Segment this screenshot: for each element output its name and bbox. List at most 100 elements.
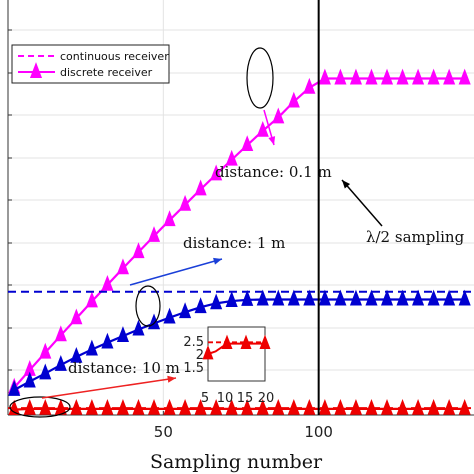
arrow-01 xyxy=(263,109,276,146)
data-point xyxy=(412,68,425,85)
data-point xyxy=(70,346,83,363)
series-2 xyxy=(8,398,474,415)
data-point xyxy=(365,398,378,415)
inset-y-tick-label: 2.5 xyxy=(183,335,204,350)
data-point xyxy=(272,289,285,306)
data-point xyxy=(39,342,52,359)
arrow-shaft xyxy=(341,179,383,227)
arrow-shaft xyxy=(129,258,223,286)
data-point xyxy=(116,326,129,343)
data-point xyxy=(241,398,254,415)
data-point xyxy=(443,68,456,85)
data-point xyxy=(427,68,440,85)
data-point xyxy=(85,291,98,308)
data-point xyxy=(318,398,331,415)
series-0 xyxy=(8,68,471,394)
inset-data-point xyxy=(221,334,233,349)
x-tick-label: 50 xyxy=(154,423,173,441)
data-point xyxy=(225,149,238,166)
x-tick-label: 100 xyxy=(304,423,333,441)
data-point xyxy=(163,210,176,227)
data-point xyxy=(287,289,300,306)
data-point xyxy=(256,398,269,415)
data-point xyxy=(318,289,331,306)
legend-label: discrete receiver xyxy=(60,66,153,79)
inset-x-tick-label: 5 xyxy=(201,391,209,406)
label-distance-1: distance: 1 m xyxy=(183,234,285,252)
data-point xyxy=(458,68,471,85)
data-point xyxy=(349,68,362,85)
x-tick-labels: 50 100 xyxy=(154,423,333,441)
data-point xyxy=(179,194,192,211)
label-lambda-sampling: λ/2 sampling xyxy=(366,228,465,246)
data-point xyxy=(194,398,207,415)
inset-x-tick-label: 15 xyxy=(237,391,254,406)
data-point xyxy=(458,398,471,415)
series-1 xyxy=(8,289,474,396)
data-point xyxy=(272,398,285,415)
data-point xyxy=(318,68,331,85)
data-point xyxy=(147,398,161,415)
plot-area xyxy=(8,68,474,415)
data-point xyxy=(179,398,192,415)
data-point xyxy=(101,274,114,291)
arrow-1 xyxy=(129,257,223,286)
arrow-lambda xyxy=(341,179,383,227)
inset-data-point xyxy=(202,345,214,360)
data-point xyxy=(427,289,440,306)
data-point xyxy=(380,289,394,306)
legend-label: continuous receiver xyxy=(60,50,169,63)
data-point xyxy=(427,398,440,415)
data-point xyxy=(163,307,176,324)
data-point xyxy=(116,258,129,275)
annotations: distance: 0.1 m distance: 1 m distance: 10… xyxy=(9,0,465,418)
data-point xyxy=(101,398,114,415)
data-point xyxy=(116,398,129,415)
label-distance-10: distance: 10 m xyxy=(68,359,180,377)
data-point xyxy=(8,399,21,415)
data-point xyxy=(54,325,67,342)
data-point xyxy=(132,319,145,336)
data-point xyxy=(334,68,347,85)
data-point xyxy=(210,398,223,415)
data-point xyxy=(23,398,36,415)
data-point xyxy=(380,68,394,85)
inset-x-tick-label: 10 xyxy=(217,391,234,406)
data-point xyxy=(194,297,207,314)
data-point xyxy=(272,107,285,124)
data-point xyxy=(70,398,83,415)
ellipse-01 xyxy=(246,47,274,109)
data-point xyxy=(241,289,254,306)
data-point xyxy=(70,308,83,325)
data-point xyxy=(85,398,98,415)
inset-discrete-line xyxy=(207,342,265,355)
data-point xyxy=(54,355,67,371)
data-point xyxy=(396,68,409,85)
inset-y-tick-label: 2 xyxy=(196,348,204,363)
ellipse-1 xyxy=(135,285,161,327)
ellipse-10 xyxy=(9,396,71,418)
data-point xyxy=(396,289,409,306)
data-point xyxy=(241,135,254,152)
data-point xyxy=(334,289,347,306)
inset-x-tick-label: 20 xyxy=(258,391,275,406)
inset-y-tick-label: 1.5 xyxy=(183,361,204,376)
data-point xyxy=(194,179,207,196)
data-point xyxy=(303,398,316,415)
inset-frame xyxy=(207,326,266,382)
data-point xyxy=(179,302,192,319)
legend-entry: discrete receiver xyxy=(18,62,153,79)
data-point xyxy=(256,120,269,137)
data-point xyxy=(85,339,98,356)
data-point xyxy=(101,332,114,349)
data-point xyxy=(163,398,176,415)
data-point xyxy=(210,293,223,310)
data-point xyxy=(23,360,36,376)
arrow-head xyxy=(342,180,351,189)
data-point xyxy=(8,380,21,396)
legend-entry: continuous receiver xyxy=(18,50,169,63)
data-point xyxy=(287,398,300,415)
data-point xyxy=(443,398,456,415)
data-point xyxy=(412,398,425,415)
